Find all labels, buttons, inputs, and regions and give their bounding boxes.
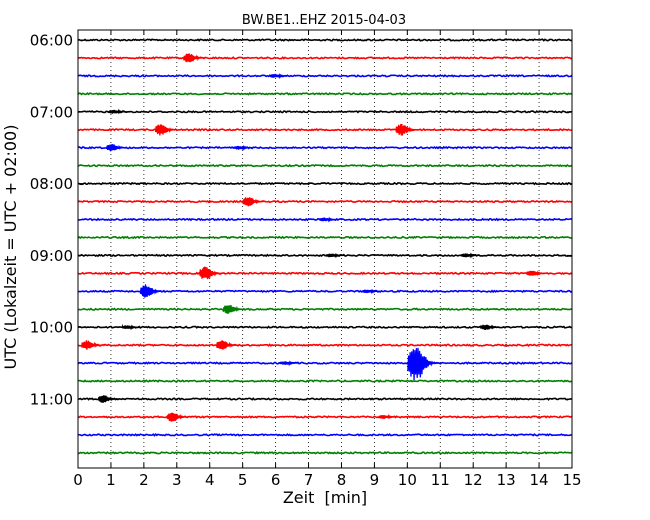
trace-row (77, 74, 573, 78)
x-tick-label: 6 (271, 471, 281, 489)
y-tick-label: 06:00 (30, 32, 73, 50)
event-burst (279, 360, 299, 367)
event-burst (216, 340, 238, 350)
traces (77, 38, 573, 455)
y-tick-label: 11:00 (30, 391, 73, 409)
x-tick-label: 9 (370, 471, 380, 489)
event-burst (378, 413, 397, 420)
event-burst (166, 412, 188, 422)
trace-row (77, 110, 573, 114)
x-tick-label: 3 (172, 471, 182, 489)
trace-row (77, 56, 573, 60)
trace-row (77, 163, 573, 168)
trace-row (77, 343, 573, 348)
chart-title: BW.BE1..EHZ 2015-04-03 (242, 13, 406, 28)
event-burst (108, 108, 127, 115)
x-tick-label: 2 (139, 471, 149, 489)
event-burst (318, 216, 338, 223)
x-tick-label: 1 (106, 471, 116, 489)
trace-row (77, 415, 573, 419)
event-burst (325, 252, 345, 259)
x-tick-label: 10 (398, 471, 417, 489)
trace-row (77, 397, 573, 401)
trace-row (77, 451, 573, 455)
x-tick-label: 4 (205, 471, 215, 489)
event-burst (395, 123, 418, 136)
event-burst (183, 53, 205, 63)
event-burst (480, 324, 500, 331)
trace-row (77, 181, 573, 186)
event-burst (199, 266, 223, 280)
x-tick-label: 12 (464, 471, 483, 489)
event-burst (526, 270, 546, 277)
event-burst (242, 197, 264, 207)
event-burst (361, 288, 381, 295)
x-tick-label: 11 (431, 471, 450, 489)
trace-row (77, 38, 573, 42)
event-burst (106, 144, 127, 152)
grid-lines (110, 30, 540, 468)
event-burst (81, 340, 103, 350)
event-burst (97, 395, 119, 403)
plot-frame (77, 29, 573, 469)
x-tick-label: 0 (73, 471, 83, 489)
trace-row (77, 307, 573, 312)
x-tick-label: 7 (304, 471, 314, 489)
event-burst (460, 252, 480, 259)
trace-row (77, 379, 573, 383)
y-tick-label: 08:00 (30, 175, 73, 193)
trace-row (77, 253, 573, 258)
trace-row (77, 199, 573, 204)
trace-row (77, 235, 573, 240)
x-axis-label: Zeit [min] (283, 488, 367, 507)
trace-row (77, 271, 573, 276)
event-burst (407, 347, 440, 381)
event-burst (154, 124, 178, 136)
trace-row (77, 433, 573, 437)
y-axis: 06:00 07:00 08:00 09:00 10:00 11:00 (30, 32, 572, 409)
x-tick-label: 14 (530, 471, 549, 489)
y-tick-label: 09:00 (30, 247, 73, 265)
x-tick-label: 5 (238, 471, 248, 489)
x-axis: 0 1 2 3 4 5 6 7 8 9 10 11 12 13 14 15 (73, 30, 582, 489)
trace-row (77, 127, 573, 132)
x-tick-label: 8 (337, 471, 347, 489)
event-burst (222, 305, 244, 314)
y-axis-label: UTC (Lokalzeit = UTC + 02:00) (1, 125, 20, 370)
x-tick-label: 13 (497, 471, 516, 489)
event-burst (121, 323, 141, 331)
trace-row (77, 145, 573, 150)
x-tick-label: 15 (562, 471, 581, 489)
y-tick-label: 07:00 (30, 103, 73, 121)
event-burst (233, 144, 253, 152)
event-burst (139, 284, 163, 298)
event-burst (269, 73, 289, 80)
trace-row (77, 361, 573, 365)
trace-row (77, 92, 573, 96)
y-tick-label: 10:00 (30, 319, 73, 337)
